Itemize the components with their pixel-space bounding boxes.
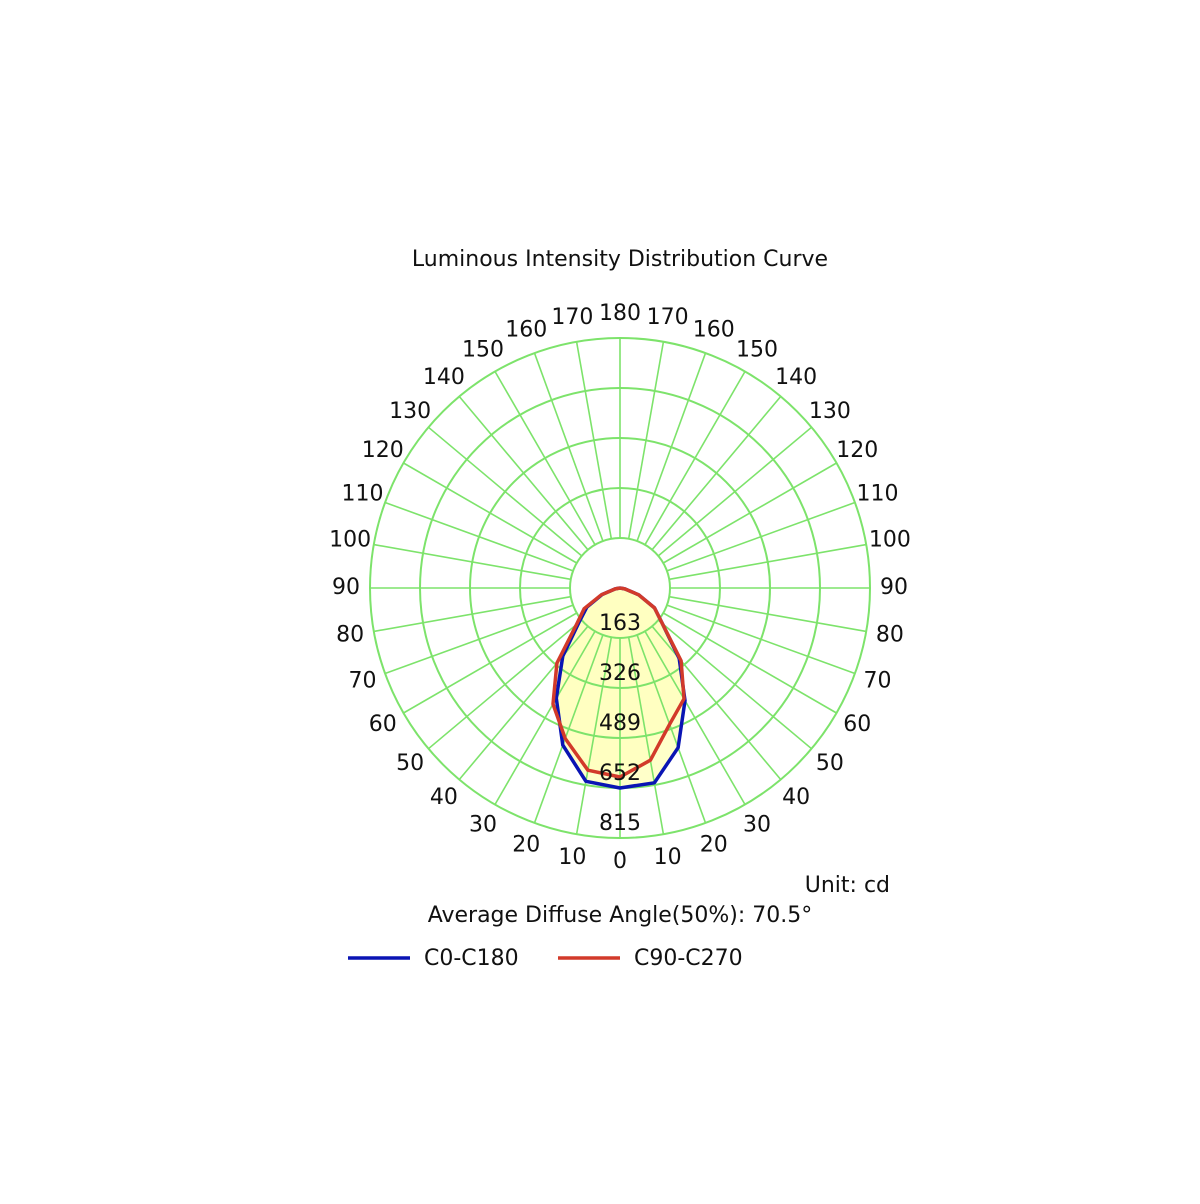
angle-tick-label: 170: [647, 305, 689, 330]
angle-tick-label: 70: [863, 669, 891, 694]
grid-spoke: [403, 462, 578, 564]
grid-spoke: [533, 634, 604, 824]
angle-tick-label: 150: [462, 338, 504, 363]
curve-line: [551, 586, 686, 779]
grid-spoke: [651, 395, 782, 551]
angle-tick-label: 140: [775, 365, 817, 390]
chart-title: Luminous Intensity Distribution Curve: [412, 247, 828, 272]
r-tick-label: 652: [599, 761, 641, 786]
angle-tick-label: 20: [512, 832, 540, 857]
grid-spoke: [533, 352, 604, 542]
angle-tick-label: 80: [876, 623, 904, 648]
grid-spoke: [427, 619, 583, 750]
angle-tick-label: 140: [423, 365, 465, 390]
angle-tick-label: 160: [693, 318, 735, 343]
angle-tick-label: 100: [869, 527, 911, 552]
angle-tick-label: 80: [336, 623, 364, 648]
angle-tick-label: 130: [389, 399, 431, 424]
grid-spoke: [662, 462, 837, 564]
angle-tick-label: 180: [599, 301, 641, 326]
grid-spoke: [494, 630, 596, 805]
angle-tick-label: 170: [551, 305, 593, 330]
angle-tick-label: 120: [362, 438, 404, 463]
angle-tick-label: 90: [332, 575, 360, 600]
grid-spoke: [575, 341, 613, 539]
grid-spoke: [669, 595, 867, 633]
r-tick-label: 326: [599, 661, 641, 686]
grid-spoke: [669, 543, 867, 581]
angle-tick-label: 20: [700, 832, 728, 857]
angle-tick-label: 70: [349, 669, 377, 694]
angle-tick-label: 130: [809, 399, 851, 424]
angle-tick-label: 40: [430, 785, 458, 810]
angle-tick-label: 50: [816, 751, 844, 776]
grid-spoke: [494, 371, 596, 546]
grid-spoke: [666, 604, 856, 675]
angle-tick-label: 30: [469, 812, 497, 837]
r-tick-label: 489: [599, 711, 641, 736]
angle-tick-label: 110: [342, 481, 384, 506]
legend-label: C90-C270: [634, 946, 743, 971]
angle-tick-label: 120: [836, 438, 878, 463]
grid-spoke: [662, 612, 837, 714]
grid-spoke: [373, 543, 571, 581]
grid-spoke: [651, 625, 782, 781]
angle-tick-label: 10: [654, 845, 682, 870]
angle-tick-label: 0: [613, 849, 627, 874]
grid-spoke: [636, 634, 707, 824]
grid-spoke: [644, 371, 746, 546]
angle-tick-label: 100: [329, 527, 371, 552]
legend-label: C0-C180: [424, 946, 519, 971]
angle-tick-label: 60: [843, 712, 871, 737]
angle-tick-label: 110: [856, 481, 898, 506]
angle-tick-label: 40: [782, 785, 810, 810]
curve-fill: [553, 588, 684, 777]
grid-spoke: [657, 619, 813, 750]
angle-tick-label: 160: [505, 318, 547, 343]
r-tick-label: 163: [599, 611, 641, 636]
annotation: Average Diffuse Angle(50%): 70.5°: [428, 903, 813, 928]
grid-spoke: [458, 395, 589, 551]
grid-spoke: [575, 637, 613, 835]
angle-tick-label: 90: [880, 575, 908, 600]
grid-spoke: [657, 426, 813, 557]
grid-spoke: [636, 352, 707, 542]
angle-tick-label: 10: [558, 845, 586, 870]
grid-spoke: [427, 426, 583, 557]
grid-spoke: [666, 501, 856, 572]
angle-tick-label: 30: [743, 812, 771, 837]
grid-spoke: [373, 595, 571, 633]
grid-spoke: [384, 604, 574, 675]
angle-tick-label: 150: [736, 338, 778, 363]
grid-spoke: [384, 501, 574, 572]
grid-spoke: [627, 637, 665, 835]
r-tick-label: 815: [599, 811, 641, 836]
angle-tick-label: 60: [369, 712, 397, 737]
unit-label: Unit: cd: [805, 873, 890, 898]
angle-tick-label: 50: [396, 751, 424, 776]
grid-spoke: [644, 630, 746, 805]
grid-spoke: [627, 341, 665, 539]
grid-spoke: [403, 612, 578, 714]
